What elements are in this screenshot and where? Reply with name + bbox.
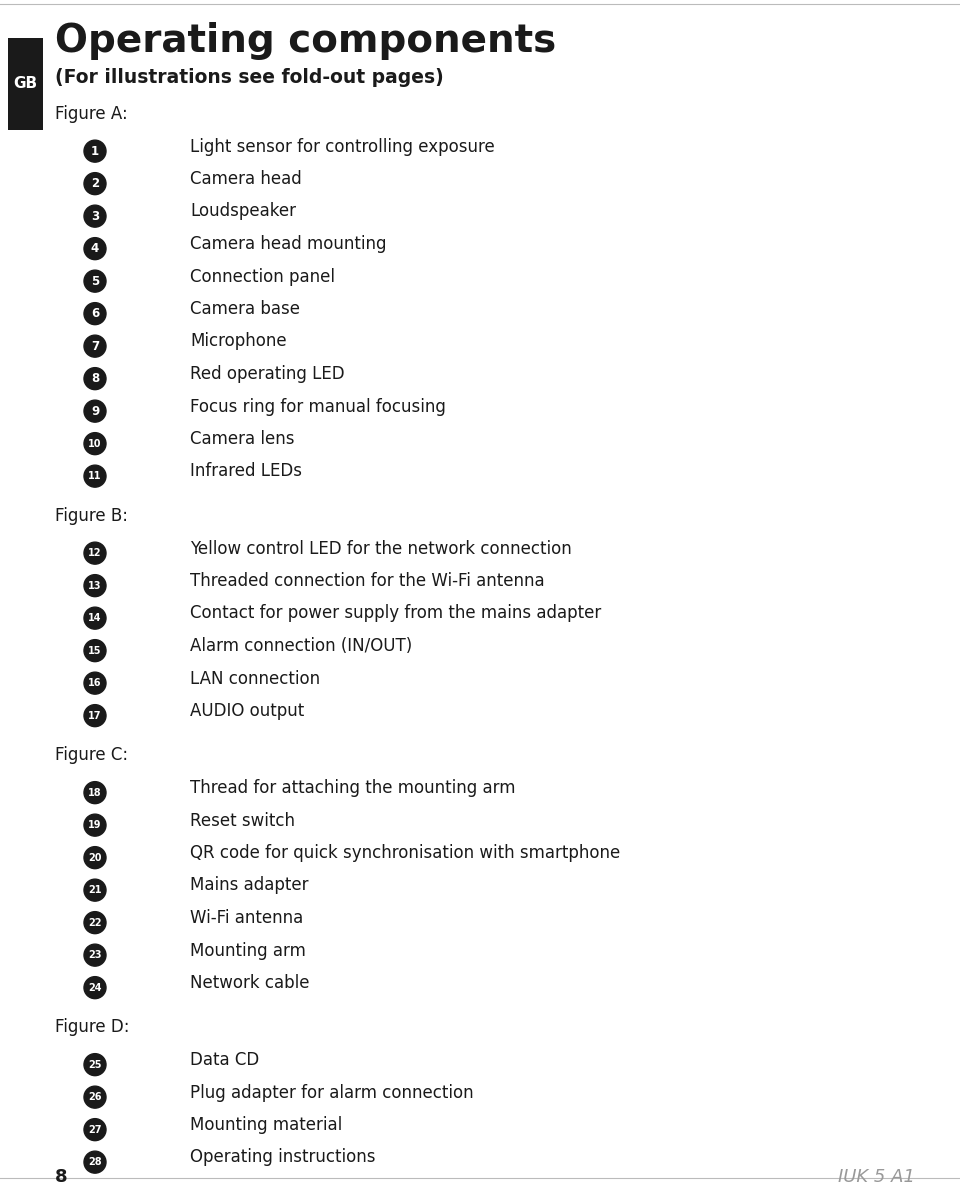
Text: 22: 22 (88, 917, 102, 928)
Text: Contact for power supply from the mains adapter: Contact for power supply from the mains … (190, 604, 601, 622)
Circle shape (84, 608, 106, 629)
Text: 1: 1 (91, 145, 99, 158)
Text: Operating components: Operating components (55, 22, 556, 60)
Circle shape (84, 847, 106, 868)
Text: Plug adapter for alarm connection: Plug adapter for alarm connection (190, 1084, 473, 1102)
Text: LAN connection: LAN connection (190, 670, 320, 688)
Text: 23: 23 (88, 950, 102, 960)
Text: Camera head: Camera head (190, 170, 301, 188)
Circle shape (84, 704, 106, 727)
Text: 21: 21 (88, 885, 102, 895)
Text: 19: 19 (88, 820, 102, 830)
Text: 17: 17 (88, 710, 102, 721)
Text: 25: 25 (88, 1060, 102, 1069)
Text: Data CD: Data CD (190, 1051, 259, 1069)
Text: 14: 14 (88, 614, 102, 623)
Text: QR code for quick synchronisation with smartphone: QR code for quick synchronisation with s… (190, 844, 620, 862)
Circle shape (84, 401, 106, 422)
Text: Light sensor for controlling exposure: Light sensor for controlling exposure (190, 138, 494, 155)
Text: Loudspeaker: Loudspeaker (190, 202, 296, 220)
Text: Focus ring for manual focusing: Focus ring for manual focusing (190, 397, 445, 415)
Text: 15: 15 (88, 646, 102, 655)
Text: 9: 9 (91, 404, 99, 417)
Text: Operating instructions: Operating instructions (190, 1148, 375, 1166)
Text: Mounting arm: Mounting arm (190, 941, 306, 959)
Text: Red operating LED: Red operating LED (190, 365, 345, 383)
Text: Reset switch: Reset switch (190, 812, 295, 830)
Text: 13: 13 (88, 580, 102, 591)
Circle shape (84, 1152, 106, 1173)
Text: 8: 8 (55, 1168, 67, 1186)
Text: Yellow control LED for the network connection: Yellow control LED for the network conne… (190, 539, 572, 557)
Circle shape (84, 814, 106, 836)
Text: 8: 8 (91, 372, 99, 385)
Text: Wi-Fi antenna: Wi-Fi antenna (190, 909, 303, 927)
Circle shape (84, 238, 106, 260)
Text: 27: 27 (88, 1124, 102, 1135)
FancyBboxPatch shape (8, 38, 43, 130)
Text: Figure B:: Figure B: (55, 507, 128, 525)
Circle shape (84, 367, 106, 390)
Text: 18: 18 (88, 788, 102, 798)
Circle shape (84, 1086, 106, 1109)
Circle shape (84, 879, 106, 901)
Text: Camera base: Camera base (190, 300, 300, 318)
Text: 28: 28 (88, 1158, 102, 1167)
Text: GB: GB (13, 77, 37, 92)
Text: 4: 4 (91, 242, 99, 255)
Text: Infrared LEDs: Infrared LEDs (190, 463, 302, 481)
Circle shape (84, 465, 106, 487)
Text: 7: 7 (91, 340, 99, 353)
Text: Network cable: Network cable (190, 974, 309, 991)
Circle shape (84, 335, 106, 358)
Circle shape (84, 433, 106, 454)
Text: 10: 10 (88, 439, 102, 448)
Circle shape (84, 977, 106, 999)
Text: 12: 12 (88, 548, 102, 559)
Circle shape (84, 1118, 106, 1141)
Text: Mounting material: Mounting material (190, 1116, 343, 1134)
Circle shape (84, 672, 106, 694)
Circle shape (84, 574, 106, 597)
Circle shape (84, 172, 106, 195)
Text: 3: 3 (91, 209, 99, 222)
Text: Alarm connection (IN/OUT): Alarm connection (IN/OUT) (190, 637, 412, 655)
Text: 16: 16 (88, 678, 102, 688)
Text: 24: 24 (88, 983, 102, 993)
Text: 26: 26 (88, 1092, 102, 1103)
Circle shape (84, 206, 106, 227)
Text: 6: 6 (91, 307, 99, 321)
Text: Camera lens: Camera lens (190, 431, 295, 448)
Circle shape (84, 1054, 106, 1075)
Text: Mains adapter: Mains adapter (190, 877, 308, 895)
Circle shape (84, 911, 106, 934)
Text: Microphone: Microphone (190, 332, 287, 350)
Text: Camera head mounting: Camera head mounting (190, 234, 387, 254)
Text: 2: 2 (91, 177, 99, 190)
Text: Figure A:: Figure A: (55, 105, 128, 123)
Circle shape (84, 303, 106, 324)
Circle shape (84, 270, 106, 292)
Text: Thread for attaching the mounting arm: Thread for attaching the mounting arm (190, 779, 516, 797)
Circle shape (84, 640, 106, 661)
Circle shape (84, 140, 106, 163)
Text: Figure C:: Figure C: (55, 746, 128, 764)
Text: AUDIO output: AUDIO output (190, 702, 304, 720)
Circle shape (84, 542, 106, 565)
Text: Connection panel: Connection panel (190, 268, 335, 286)
Text: Threaded connection for the Wi-Fi antenna: Threaded connection for the Wi-Fi antenn… (190, 572, 544, 590)
Text: 20: 20 (88, 853, 102, 862)
Text: IUK 5 A1: IUK 5 A1 (838, 1168, 915, 1186)
Circle shape (84, 944, 106, 966)
Text: 5: 5 (91, 275, 99, 288)
Text: 11: 11 (88, 471, 102, 481)
Circle shape (84, 782, 106, 804)
Text: (For illustrations see fold-out pages): (For illustrations see fold-out pages) (55, 68, 444, 87)
Text: Figure D:: Figure D: (55, 1019, 130, 1037)
